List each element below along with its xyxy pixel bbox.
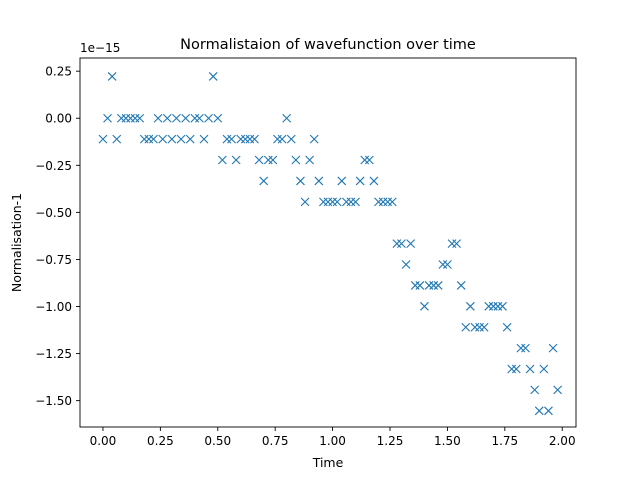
- x-axis-ticks: 0.00 0.25 0.50 0.75 1.00 1.25 1.50 1.75 2.00: [90, 427, 576, 448]
- data-point-marker: [254, 155, 264, 165]
- y-tick-label: −0.50: [35, 206, 72, 220]
- data-point-marker: [153, 113, 163, 123]
- x-axis-label: Time: [312, 455, 344, 470]
- data-point-marker: [112, 134, 122, 144]
- data-point-marker: [149, 134, 158, 144]
- data-point-marker: [135, 113, 145, 123]
- data-point-marker: [107, 72, 117, 81]
- data-point-marker: [461, 322, 471, 332]
- x-tick-label: 0.25: [147, 434, 174, 448]
- data-point-marker: [181, 113, 191, 123]
- data-point-marker: [314, 176, 324, 186]
- data-point-marker: [452, 239, 461, 249]
- data-point-marker: [282, 113, 292, 123]
- data-point-marker: [296, 176, 305, 186]
- data-point-marker: [167, 134, 177, 144]
- data-point-marker: [415, 281, 425, 290]
- x-tick-label: 0.75: [262, 434, 289, 448]
- data-point-marker: [511, 364, 521, 374]
- data-point-marker: [309, 134, 319, 144]
- data-point-marker: [250, 134, 259, 144]
- data-point-marker: [176, 134, 186, 144]
- x-tick-label: 1.50: [434, 434, 461, 448]
- chart-title: Normalistaion of wavefunction over time: [180, 37, 476, 53]
- data-point-marker: [259, 176, 269, 186]
- x-tick-label: 0.50: [204, 434, 231, 448]
- data-point-marker: [204, 113, 213, 123]
- data-point-marker: [465, 301, 475, 311]
- x-tick-label: 1.00: [319, 434, 346, 448]
- data-point-marker: [401, 260, 411, 269]
- data-point-marker: [332, 197, 342, 207]
- data-point-marker: [158, 134, 168, 144]
- data-point-marker: [355, 176, 365, 186]
- data-point-marker: [103, 113, 112, 123]
- x-tick-label: 1.75: [491, 434, 518, 448]
- x-tick-label: 0.00: [90, 434, 117, 448]
- y-tick-label: 0.25: [45, 65, 72, 79]
- data-point-marker: [286, 134, 296, 144]
- plot-area: [79, 57, 577, 428]
- data-point-marker: [364, 155, 374, 165]
- data-point-marker: [351, 197, 360, 207]
- data-point-marker: [185, 134, 195, 144]
- y-tick-label: −0.25: [35, 159, 72, 173]
- data-point-marker: [277, 134, 287, 144]
- data-point-marker: [525, 364, 535, 374]
- data-point-marker: [213, 113, 223, 123]
- y-offset-label: 1e−15: [80, 41, 120, 55]
- data-point-marker: [548, 343, 558, 353]
- data-point-marker: [420, 301, 429, 311]
- data-point-marker: [195, 113, 204, 123]
- data-point-marker: [387, 197, 397, 207]
- data-point-marker: [305, 155, 315, 165]
- data-point-marker: [231, 155, 241, 165]
- data-point-marker: [456, 281, 466, 290]
- data-point-marker: [199, 134, 209, 144]
- y-axis-ticks: 0.25 0.00 −0.25 −0.50 −0.75 −1.00 −1.25 −1.50: [35, 65, 80, 408]
- data-point-marker: [433, 281, 443, 290]
- data-point-marker: [337, 176, 347, 186]
- data-point-marker: [397, 239, 406, 249]
- y-tick-label: −0.75: [35, 253, 72, 267]
- data-point-marker: [369, 176, 379, 186]
- x-tick-label: 2.00: [549, 434, 576, 448]
- data-point-marker: [217, 155, 227, 165]
- data-point-marker: [544, 406, 553, 416]
- data-point-marker: [227, 134, 236, 144]
- data-points: [98, 72, 563, 416]
- y-axis-label: Normalisation-1: [9, 193, 24, 292]
- y-tick-label: −1.00: [35, 300, 72, 314]
- data-point-marker: [172, 113, 181, 123]
- data-point-marker: [539, 364, 549, 374]
- y-tick-label: 0.00: [45, 112, 72, 126]
- data-point-marker: [268, 155, 278, 165]
- data-point-marker: [530, 385, 540, 395]
- data-point-marker: [498, 301, 507, 311]
- y-tick-label: −1.25: [35, 347, 72, 361]
- data-point-marker: [534, 406, 544, 416]
- data-point-marker: [521, 343, 530, 353]
- data-point-marker: [406, 239, 416, 249]
- data-point-marker: [479, 322, 489, 332]
- data-point-marker: [300, 197, 310, 207]
- data-point-marker: [98, 134, 108, 144]
- y-tick-label: −1.50: [35, 394, 72, 408]
- x-tick-label: 1.25: [377, 434, 404, 448]
- data-point-marker: [291, 155, 301, 165]
- data-point-marker: [443, 260, 452, 269]
- data-point-marker: [208, 72, 218, 81]
- data-point-marker: [502, 322, 512, 332]
- data-point-marker: [162, 113, 172, 123]
- data-point-marker: [553, 385, 563, 395]
